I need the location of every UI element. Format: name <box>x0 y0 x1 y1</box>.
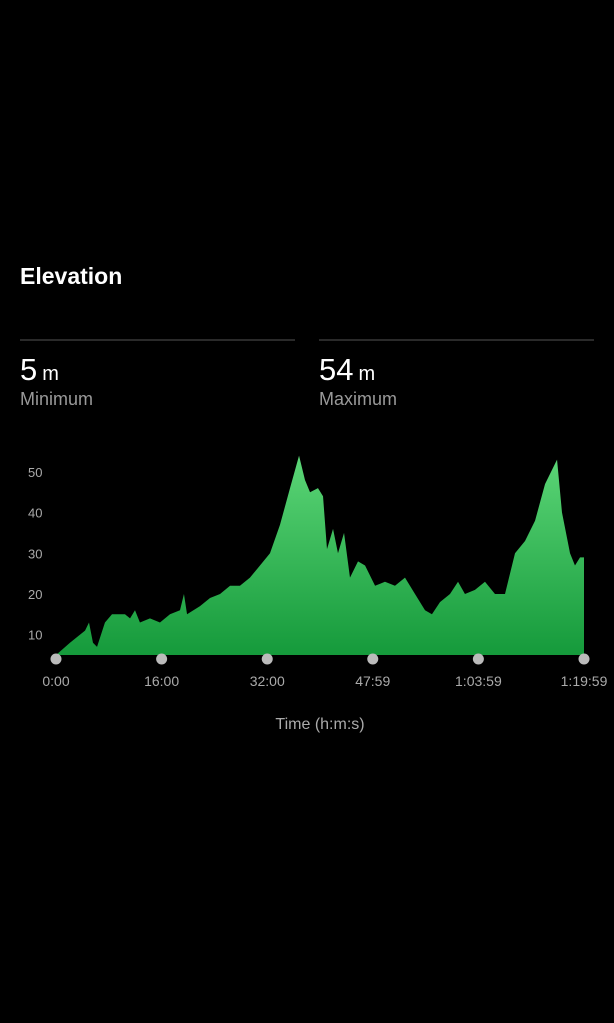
x-axis-label: Time (h:m:s) <box>275 716 364 733</box>
x-tick-dot <box>472 653 484 665</box>
x-tick-dot <box>156 653 168 665</box>
x-tick-dot <box>50 653 62 665</box>
stat-number: 54 <box>319 352 353 387</box>
y-tick-label: 50 <box>28 465 42 480</box>
stat-unit: m <box>358 363 375 385</box>
y-tick-label: 30 <box>28 546 42 561</box>
y-tick-label: 20 <box>28 587 42 602</box>
area <box>56 455 584 655</box>
x-tick-label: 1:19:59 <box>561 673 608 689</box>
x-tick-label: 0:00 <box>42 673 69 689</box>
x-tick-dot <box>367 653 379 665</box>
x-tick-label: 47:59 <box>355 673 390 689</box>
stat-label: Minimum <box>20 389 93 409</box>
stat-value: 54 m <box>319 352 375 387</box>
x-tick-dot <box>261 653 273 665</box>
y-tick-label: 10 <box>28 628 42 643</box>
x-tick-label: 1:03:59 <box>455 673 502 689</box>
x-tick-label: 32:00 <box>250 673 285 689</box>
x-tick-label: 16:00 <box>144 673 179 689</box>
stat-unit: m <box>42 363 59 385</box>
section-title: Elevation <box>20 263 122 289</box>
stat-label: Maximum <box>319 389 397 409</box>
y-tick-label: 40 <box>28 506 42 521</box>
stat-number: 5 <box>20 352 37 387</box>
x-tick-dot <box>578 653 590 665</box>
